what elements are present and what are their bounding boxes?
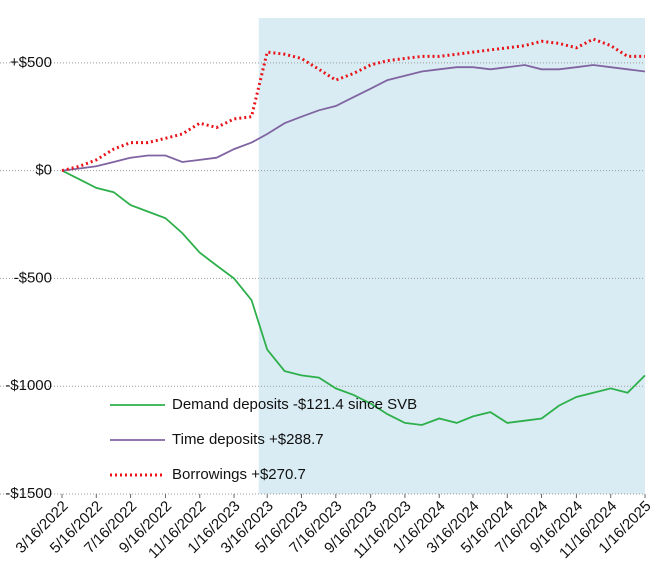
y-tick-label: -$500 bbox=[14, 269, 52, 286]
y-tick-label: -$1000 bbox=[5, 377, 52, 394]
y-tick-label: $0 bbox=[35, 162, 52, 179]
y-tick-label: -$1500 bbox=[5, 485, 52, 502]
svb-period-shade bbox=[258, 18, 645, 494]
legend-label: Demand deposits -$121.4 since SVB bbox=[172, 396, 417, 413]
y-tick-label: +$500 bbox=[10, 54, 52, 71]
legend-label: Borrowings +$270.7 bbox=[172, 466, 306, 483]
series-line bbox=[61, 64, 646, 172]
series-line bbox=[61, 169, 646, 426]
legend-label: Time deposits +$288.7 bbox=[172, 431, 324, 448]
series-line bbox=[61, 37, 645, 173]
